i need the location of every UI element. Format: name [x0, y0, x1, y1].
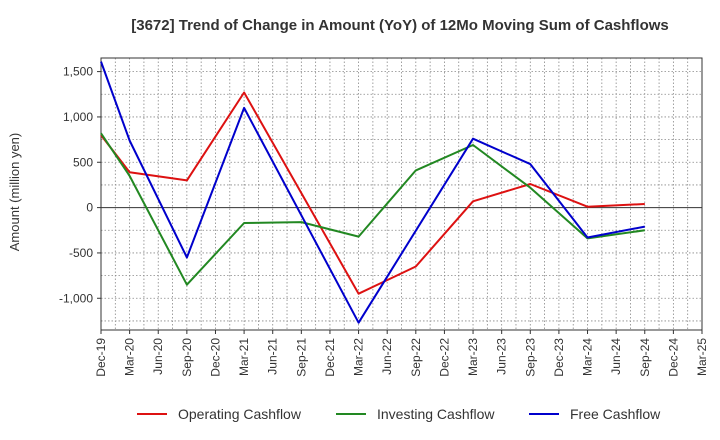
x-tick-label: Sep-23	[523, 338, 537, 377]
x-tick-label: Sep-22	[409, 338, 423, 377]
y-tick-label: 0	[86, 201, 93, 215]
y-tick-label: -500	[69, 246, 93, 260]
y-tick-label: 1,000	[63, 110, 93, 124]
series-group	[100, 61, 645, 324]
x-tick-label: Dec-19	[94, 338, 108, 377]
plot-frame	[100, 57, 703, 331]
x-tick-label: Jun-24	[609, 338, 623, 375]
series-line-investing-cashflow	[100, 132, 645, 286]
legend-label-operating-cashflow: Operating Cashflow	[178, 406, 302, 422]
x-tick-label: Dec-21	[323, 338, 337, 377]
x-tick-label: Dec-24	[666, 338, 680, 377]
x-tick-label: Dec-22	[437, 338, 451, 377]
y-tick-label: -1,000	[59, 291, 93, 305]
legend: Operating Cashflow Investing Cashflow Free…	[137, 406, 661, 422]
legend-label-investing-cashflow: Investing Cashflow	[377, 406, 495, 422]
x-tick-label: Sep-20	[180, 338, 194, 377]
x-tick-label: Mar-21	[237, 338, 251, 376]
chart-title: [3672] Trend of Change in Amount (YoY) o…	[131, 17, 669, 34]
x-tick-label: Jun-21	[266, 338, 280, 375]
x-tick-label: Mar-23	[466, 338, 480, 376]
x-tick-label: Jun-23	[495, 338, 509, 375]
x-tick-label: Dec-20	[208, 338, 222, 377]
y-tick-label: 500	[73, 155, 93, 169]
legend-label-free-cashflow: Free Cashflow	[570, 406, 661, 422]
series-line-operating-cashflow	[100, 91, 645, 295]
x-tick-label: Sep-24	[638, 338, 652, 377]
x-tick-label: Sep-21	[294, 338, 308, 377]
x-tick-label: Jun-22	[380, 338, 394, 375]
y-tick-label: 1,500	[63, 65, 93, 79]
axes: 1,500 1,000 500 0 -500 -1,000 Dec-19 Mar-20 Jun-…	[59, 57, 709, 377]
x-tick-label: Jun-20	[151, 338, 165, 375]
series-line-free-cashflow	[100, 61, 645, 324]
x-tick-label: Mar-24	[581, 338, 595, 376]
y-axis-label: Amount (million yen)	[7, 133, 22, 252]
x-tick-label: Mar-20	[123, 338, 137, 376]
grid	[100, 58, 703, 330]
x-tick-label: Mar-22	[352, 338, 366, 376]
x-tick-label: Mar-25	[695, 338, 709, 376]
x-tick-label: Dec-23	[552, 338, 566, 377]
